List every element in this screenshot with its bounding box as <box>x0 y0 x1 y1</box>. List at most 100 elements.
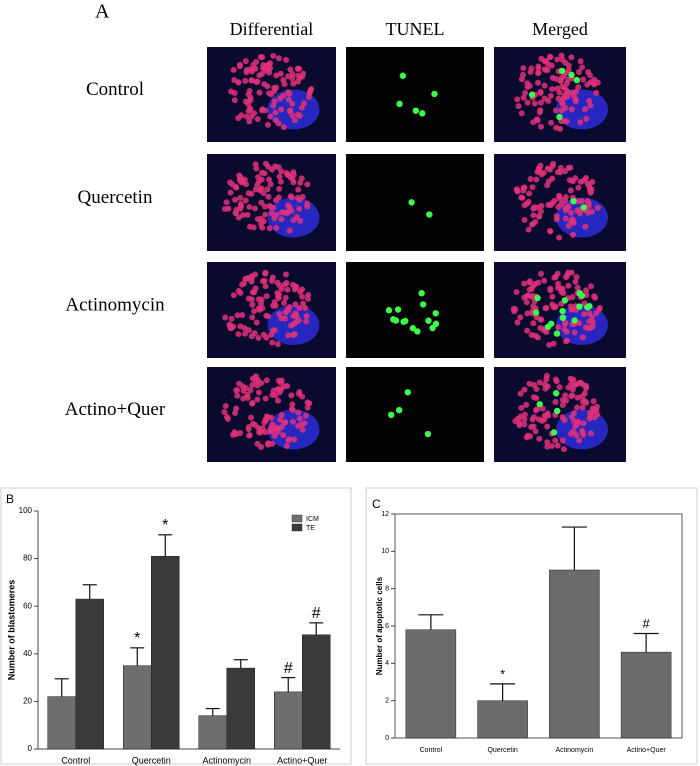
nucleus <box>568 209 575 216</box>
nucleus <box>576 437 583 444</box>
nucleus <box>242 77 249 84</box>
bar <box>47 696 76 750</box>
nucleus <box>268 91 275 98</box>
tunel-dot <box>425 317 432 324</box>
nucleus <box>258 444 265 451</box>
nucleus <box>286 90 293 97</box>
nucleus <box>568 106 575 113</box>
nucleus <box>304 200 311 207</box>
nucleus <box>295 72 302 79</box>
y-tick-label: 0 <box>385 735 389 742</box>
tunel-dot <box>536 401 543 408</box>
nucleus <box>547 202 554 209</box>
nucleus <box>248 414 255 421</box>
nucleus <box>574 394 581 401</box>
nucleus <box>570 92 577 99</box>
nucleus <box>555 324 562 331</box>
micrograph-bg <box>346 154 484 251</box>
nucleus <box>290 217 297 224</box>
nucleus <box>239 312 246 319</box>
nucleus <box>517 390 524 397</box>
nucleus <box>270 102 277 109</box>
nucleus <box>242 58 249 65</box>
nucleus <box>267 113 274 120</box>
bar <box>549 569 600 739</box>
nucleus <box>299 293 306 300</box>
nucleus <box>257 187 264 194</box>
nucleus <box>549 293 556 300</box>
error-bar <box>561 526 587 570</box>
nucleus <box>260 65 267 72</box>
nucleus <box>261 277 268 284</box>
nucleus <box>524 432 531 439</box>
x-tick-label: Quercetin <box>132 755 171 765</box>
nucleus <box>262 211 269 218</box>
nucleus <box>573 274 580 281</box>
nucleus <box>228 325 235 332</box>
nucleus <box>523 299 530 306</box>
nucleus <box>268 278 275 285</box>
tunel-dot <box>556 113 563 121</box>
nucleus <box>532 428 539 435</box>
nucleus <box>233 405 240 412</box>
nucleus <box>577 58 584 65</box>
tunel-dot <box>553 330 561 337</box>
y-tick-label: 2 <box>385 698 389 705</box>
nucleus <box>536 213 543 220</box>
nucleus <box>583 287 590 294</box>
nucleus <box>582 324 589 331</box>
nucleus <box>562 59 569 66</box>
nucleus <box>227 179 234 186</box>
nucleus <box>588 430 595 437</box>
nucleus <box>262 283 269 290</box>
tunel-dot <box>414 328 421 335</box>
nucleus <box>237 194 244 201</box>
row-label: Control <box>86 79 144 100</box>
nucleus <box>231 97 238 104</box>
error-bar <box>633 632 659 653</box>
nucleus <box>572 98 579 105</box>
x-tick-label: Quercetin <box>487 747 517 754</box>
panel-frame <box>0 487 352 765</box>
nucleus <box>549 86 556 93</box>
nucleus <box>520 187 527 194</box>
nucleus <box>269 392 276 399</box>
nucleus <box>252 373 259 380</box>
nucleus <box>542 305 549 312</box>
micrograph <box>494 154 626 251</box>
nucleus <box>583 399 590 406</box>
tunel-dot <box>534 294 541 302</box>
nucleus <box>527 68 534 75</box>
nucleus <box>520 94 527 101</box>
nucleus <box>263 293 270 300</box>
tunel-dot <box>400 318 407 325</box>
bar <box>405 629 457 739</box>
nucleus <box>269 339 276 346</box>
tunel-dot <box>418 290 425 297</box>
nucleus <box>304 404 311 411</box>
nucleus <box>254 116 261 123</box>
nucleus <box>245 190 252 197</box>
micrograph <box>494 262 626 358</box>
nucleus <box>511 308 518 315</box>
nucleus <box>232 196 239 203</box>
nucleus <box>514 96 521 103</box>
tunel-dot <box>408 199 415 206</box>
nucleus <box>243 181 250 188</box>
nucleus <box>529 184 536 191</box>
nucleus <box>236 175 243 182</box>
nucleus <box>296 415 303 422</box>
legend-label: TE <box>306 525 315 532</box>
nucleus <box>282 419 289 426</box>
tunel-dot <box>580 204 587 211</box>
nucleus <box>291 436 298 443</box>
micrograph <box>494 47 626 142</box>
nucleus <box>296 389 303 396</box>
nucleus <box>305 291 312 298</box>
nucleus <box>565 282 572 289</box>
nucleus <box>530 320 537 327</box>
legend-swatch <box>291 514 303 523</box>
nucleus <box>556 384 563 391</box>
nucleus <box>585 202 592 209</box>
error-bar <box>490 683 516 701</box>
